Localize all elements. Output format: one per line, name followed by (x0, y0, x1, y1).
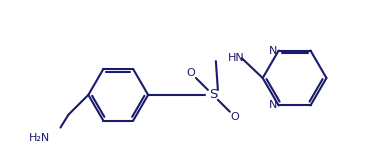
Text: N: N (269, 46, 278, 56)
Text: N: N (269, 100, 278, 110)
Text: O: O (187, 68, 195, 78)
Text: H₂N: H₂N (29, 133, 51, 143)
Text: S: S (209, 88, 217, 101)
Text: O: O (231, 112, 239, 122)
Text: HN: HN (228, 53, 244, 63)
